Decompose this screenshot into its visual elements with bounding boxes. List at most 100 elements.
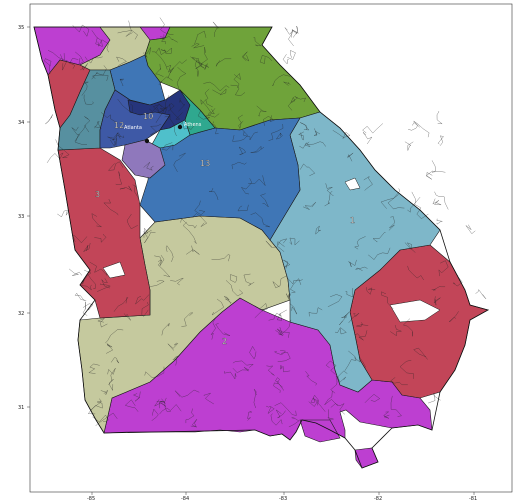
precinct-boundary bbox=[182, 221, 197, 244]
precinct-boundary bbox=[165, 245, 174, 262]
precinct-boundary bbox=[300, 163, 316, 176]
precinct-boundary bbox=[408, 122, 418, 131]
precinct-boundary bbox=[92, 74, 109, 81]
precinct-boundary bbox=[364, 394, 381, 403]
precinct-boundary bbox=[345, 287, 354, 298]
precinct-boundary bbox=[191, 43, 205, 49]
precinct-boundary bbox=[230, 274, 238, 283]
district-label-3: 3 bbox=[95, 190, 100, 199]
precinct-boundary bbox=[169, 59, 187, 74]
precinct-boundary bbox=[212, 21, 220, 37]
precinct-boundary bbox=[211, 298, 224, 316]
precinct-boundary bbox=[194, 59, 203, 77]
precinct-boundary bbox=[237, 204, 249, 212]
precinct-boundary bbox=[204, 88, 213, 108]
precinct-boundary bbox=[363, 176, 373, 191]
precinct-boundary bbox=[327, 409, 334, 420]
precinct-boundary bbox=[280, 365, 291, 373]
precinct-boundary bbox=[434, 191, 449, 210]
precinct-boundary bbox=[465, 224, 476, 234]
precinct-boundary bbox=[186, 245, 200, 255]
precinct-boundary bbox=[215, 323, 231, 336]
precinct-boundary bbox=[68, 58, 79, 69]
precinct-boundary bbox=[119, 185, 133, 192]
precinct-boundary bbox=[425, 170, 433, 180]
precinct-boundary bbox=[274, 402, 297, 416]
district-label-10: 10 bbox=[143, 112, 153, 121]
precinct-boundary bbox=[266, 405, 275, 414]
precinct-boundary bbox=[247, 411, 252, 421]
precinct-boundary bbox=[475, 289, 487, 299]
x-axis: -85 -84 -83 -82 -81 bbox=[87, 492, 477, 501]
precinct-boundary bbox=[55, 139, 70, 158]
precinct-boundary bbox=[277, 238, 288, 247]
precinct-boundary bbox=[90, 400, 103, 411]
precinct-boundary bbox=[46, 152, 64, 163]
precinct-boundary bbox=[203, 81, 230, 92]
precinct-boundary bbox=[155, 47, 167, 55]
precinct-boundary bbox=[117, 30, 138, 40]
precinct-boundary bbox=[144, 366, 165, 378]
precinct-boundary bbox=[287, 96, 296, 111]
precinct-boundary bbox=[161, 34, 166, 45]
precinct-boundary bbox=[143, 231, 156, 244]
precinct-boundary bbox=[207, 108, 220, 118]
y-tick-label: 31 bbox=[18, 405, 24, 411]
athens-label: Athens bbox=[184, 122, 202, 128]
district-northeast-tealgreen bbox=[179, 89, 216, 136]
precinct-boundary bbox=[334, 327, 347, 335]
precinct-boundary bbox=[344, 350, 357, 371]
precinct-boundary bbox=[363, 132, 373, 145]
precinct-boundary bbox=[107, 368, 116, 382]
y-tick-label: 35 bbox=[18, 25, 24, 31]
precinct-boundary bbox=[275, 329, 283, 336]
precinct-boundary bbox=[100, 390, 109, 395]
precinct-boundary bbox=[273, 382, 284, 393]
atlanta-marker bbox=[144, 138, 150, 144]
precinct-boundary bbox=[84, 56, 103, 64]
precinct-boundary bbox=[110, 132, 121, 147]
precinct-boundary bbox=[150, 280, 165, 287]
precinct-boundary bbox=[265, 240, 285, 252]
precinct-boundary bbox=[253, 389, 257, 409]
lake-west bbox=[102, 261, 126, 279]
precinct-boundary bbox=[123, 313, 131, 321]
precinct-boundary bbox=[248, 175, 266, 186]
precinct-boundary bbox=[160, 35, 178, 43]
district-layer bbox=[33, 26, 489, 469]
precinct-boundary bbox=[68, 268, 83, 276]
precinct-boundary bbox=[436, 218, 443, 225]
precinct-boundary bbox=[111, 132, 121, 146]
precinct-boundary bbox=[106, 343, 113, 354]
precinct-boundary bbox=[75, 51, 84, 64]
precinct-boundary bbox=[185, 408, 195, 424]
precinct-boundary bbox=[176, 67, 187, 90]
precinct-boundary bbox=[160, 397, 167, 404]
precinct-boundary bbox=[325, 183, 334, 196]
precinct-boundary bbox=[341, 314, 348, 319]
precinct-boundary bbox=[91, 30, 103, 47]
precinct-boundary bbox=[347, 152, 354, 162]
atlanta-label: Atlanta bbox=[124, 125, 142, 131]
precinct-boundary bbox=[310, 394, 319, 406]
precinct-boundary bbox=[143, 162, 154, 171]
precinct-boundary bbox=[107, 135, 125, 140]
precinct-boundary bbox=[390, 395, 402, 417]
precinct-boundary bbox=[209, 188, 219, 201]
precinct-boundary bbox=[306, 141, 326, 147]
precinct-boundary bbox=[203, 392, 214, 405]
precinct-boundary bbox=[259, 55, 273, 64]
precinct-boundary bbox=[256, 105, 267, 117]
precinct-boundary bbox=[194, 200, 206, 216]
precinct-boundary bbox=[303, 202, 316, 210]
precinct-boundary bbox=[276, 409, 286, 419]
precinct-boundary bbox=[87, 398, 102, 415]
precinct-boundary bbox=[72, 235, 88, 244]
precinct-boundary bbox=[179, 121, 196, 130]
precinct-boundary bbox=[155, 107, 168, 123]
precinct-boundary bbox=[151, 51, 168, 70]
precinct-boundary bbox=[110, 357, 119, 364]
precinct-boundary bbox=[404, 242, 416, 253]
precinct-boundary bbox=[286, 277, 303, 285]
